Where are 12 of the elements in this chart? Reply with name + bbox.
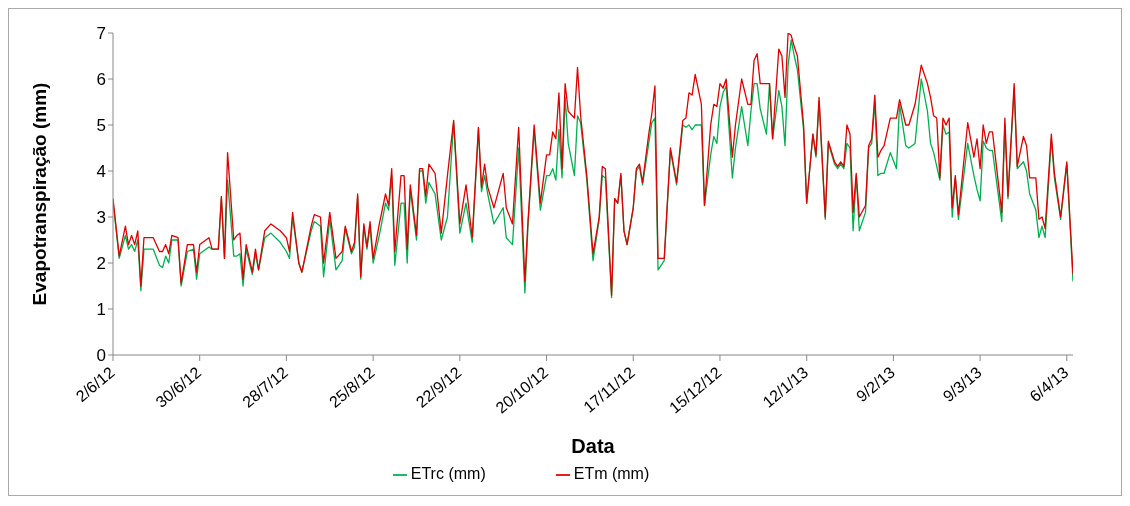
legend-label: ETm (mm): [573, 465, 650, 482]
y-tick-label: 1: [96, 300, 106, 320]
y-tick-label: 2: [96, 254, 106, 274]
y-tick-label: 6: [96, 70, 106, 90]
y-tick-label: 0: [96, 346, 106, 366]
legend-label: ETrc (mm): [410, 465, 486, 482]
y-tick-label: 4: [96, 162, 106, 182]
y-tick-label: 7: [96, 24, 106, 44]
y-axis-title: Evapotranspiração (mm): [28, 82, 50, 306]
x-axis-title: Data: [571, 435, 616, 457]
y-tick-label: 5: [96, 116, 106, 136]
y-tick-label: 3: [96, 208, 106, 228]
